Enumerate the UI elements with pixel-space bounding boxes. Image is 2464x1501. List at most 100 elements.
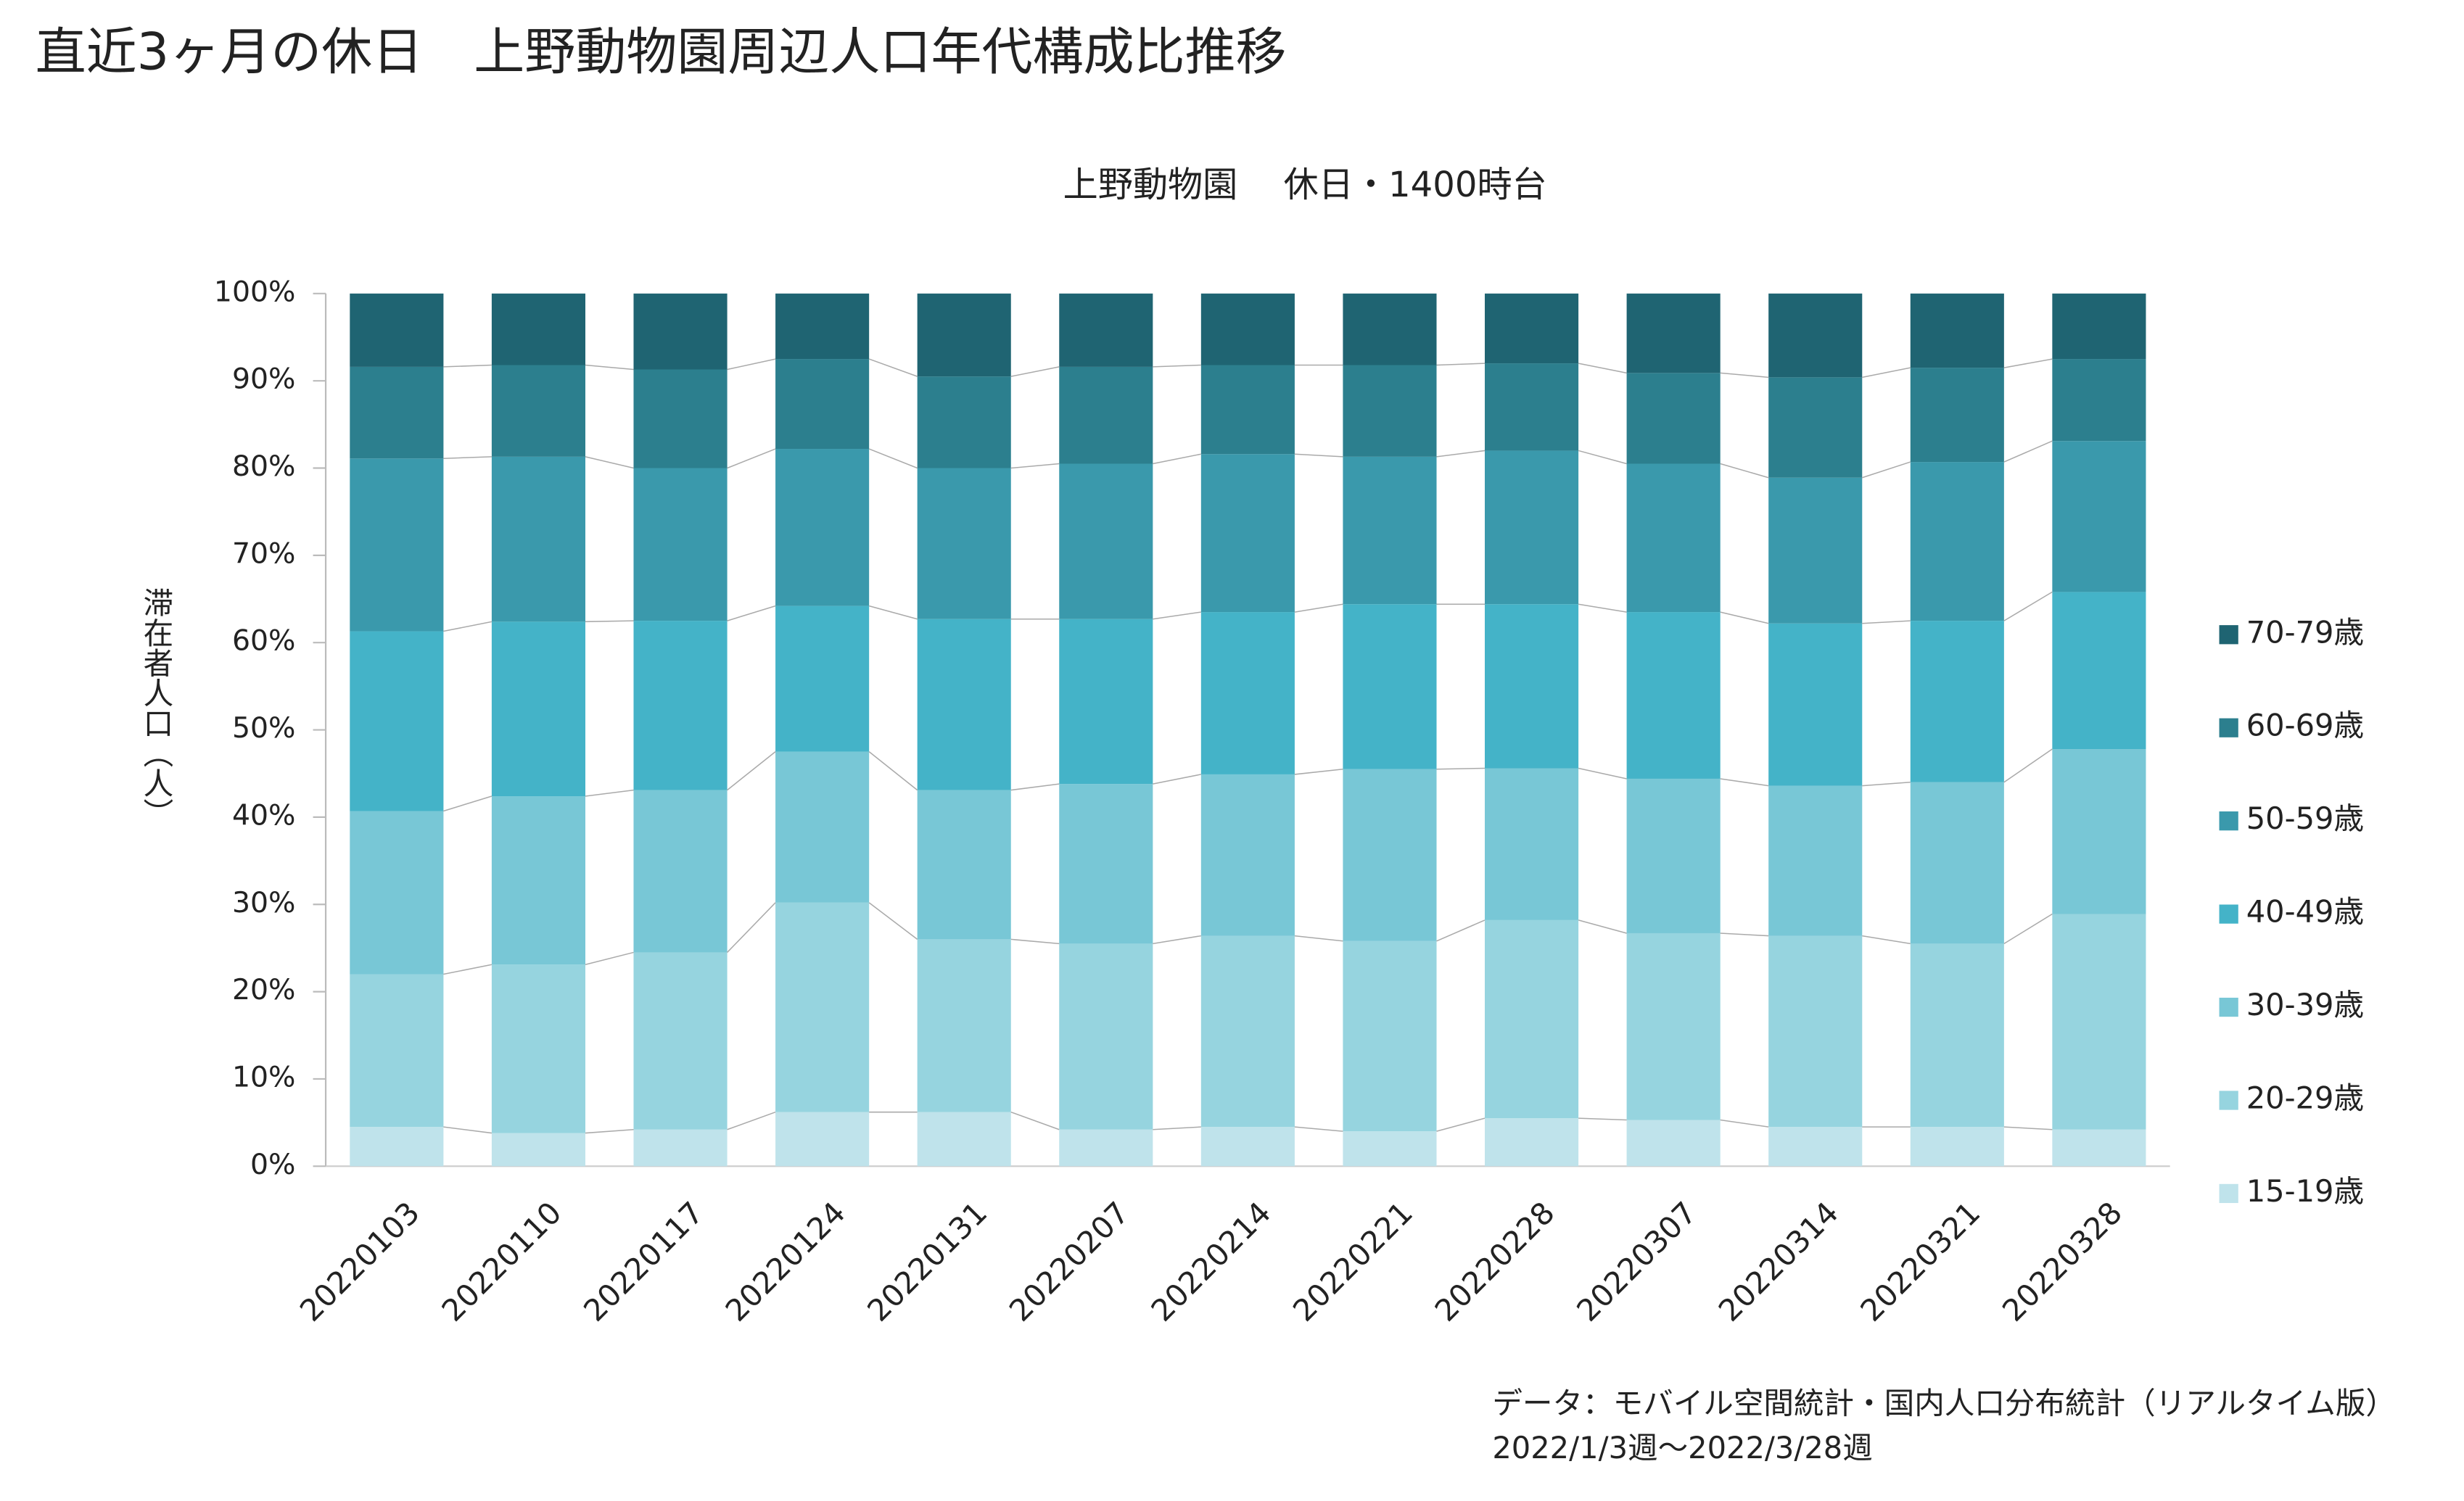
bar-segment [917, 376, 1011, 468]
series-line [1010, 366, 1060, 377]
bar-segment [775, 359, 870, 450]
bar-segment [2052, 749, 2146, 914]
series-line [443, 364, 492, 368]
bar-segment [350, 458, 444, 632]
bar-segment [1485, 293, 1579, 364]
bar-segment [2052, 293, 2146, 360]
bar-segment [1626, 612, 1721, 779]
y-tick-label: 80% [232, 450, 296, 483]
bar-segment [2052, 441, 2146, 592]
bar-segment [350, 974, 444, 1128]
series-line [1862, 620, 1911, 624]
bar-segment [1485, 768, 1579, 920]
series-line [727, 448, 776, 469]
x-tick-label: 20220307 [1570, 1195, 1703, 1328]
bar-segment [1485, 604, 1579, 769]
y-tick-label: 40% [232, 798, 296, 832]
series-line [2003, 1126, 2053, 1130]
series-line [1862, 781, 1911, 787]
legend-label: 15-19歳 [2246, 1173, 2364, 1209]
bar-segment [1910, 293, 2004, 368]
legend-label: 70-79歳 [2246, 614, 2364, 650]
legend-swatch [2219, 718, 2238, 737]
bar-segment [1343, 365, 1437, 457]
legend-label: 20-29歳 [2246, 1080, 2364, 1115]
series-line [1720, 463, 1769, 479]
series-line [1578, 1117, 1627, 1121]
bar-segment [1059, 784, 1153, 944]
x-tick-label: 20220207 [1002, 1195, 1136, 1328]
series-line [1153, 453, 1201, 465]
bar-segment [1059, 463, 1153, 619]
y-tick-label: 50% [232, 711, 296, 745]
series-line [1578, 767, 1627, 780]
bar-segment [491, 964, 585, 1133]
series-line [585, 456, 634, 469]
bar-segment [1343, 456, 1437, 605]
bar-segment [1059, 366, 1153, 464]
bar-segment [1626, 293, 1721, 373]
y-tick-label: 20% [232, 973, 296, 1006]
series-line [1294, 1126, 1343, 1132]
bar-segment [1768, 293, 1863, 378]
bar-segment [1910, 943, 2004, 1128]
series-line [443, 456, 492, 460]
series-line [1294, 603, 1343, 613]
bar-segment [491, 796, 585, 965]
series-line [1153, 935, 1201, 945]
bar-segment [1626, 1120, 1721, 1167]
x-tick-label: 20220131 [860, 1195, 994, 1328]
bar-segment [1485, 450, 1579, 605]
bar-segment [1059, 293, 1153, 367]
bar-segment [775, 1112, 870, 1167]
legend-label: 50-59歳 [2246, 801, 2364, 836]
series-line [1294, 768, 1343, 775]
x-tick-label: 20220321 [1853, 1195, 1987, 1328]
bar-segment [633, 790, 728, 953]
bar-segment [1059, 943, 1153, 1130]
bar-segment [1910, 1127, 2004, 1167]
legend-swatch [2219, 1183, 2238, 1204]
legend-swatch [2219, 625, 2238, 645]
bar-segment [1626, 373, 1721, 464]
bar-segment [1910, 782, 2004, 944]
bar-segment [350, 811, 444, 975]
bar-segment [350, 1127, 444, 1167]
x-tick-label: 20220214 [1144, 1195, 1277, 1328]
bar-segment [1343, 769, 1437, 941]
bar-segment [917, 939, 1011, 1112]
legend-label: 40-49歳 [2246, 894, 2364, 930]
series-line [1578, 363, 1627, 374]
x-tick-label: 20220228 [1427, 1195, 1561, 1328]
series-line [443, 1126, 492, 1134]
legend-swatch [2219, 1091, 2238, 1110]
series-line [1862, 367, 1911, 379]
series-line [1010, 463, 1060, 469]
series-line [585, 1128, 634, 1134]
series-line [1153, 364, 1201, 368]
bar-segment [1626, 778, 1721, 933]
series-line [868, 902, 918, 940]
bar-segment [775, 293, 870, 360]
series-line [1010, 1111, 1060, 1130]
legend-swatch [2219, 997, 2238, 1017]
bar-segment [1910, 368, 2004, 463]
bar-segment [1910, 462, 2004, 621]
bar-segment [491, 365, 585, 457]
y-tick-label: 90% [232, 363, 296, 396]
series-line [2003, 748, 2053, 783]
series-line [585, 951, 634, 966]
bar-segment [491, 293, 585, 365]
series-line [443, 795, 493, 812]
series-line [727, 605, 776, 621]
bar-segment [1200, 612, 1295, 774]
bar-segment [1343, 604, 1437, 769]
series-line [1436, 450, 1486, 458]
bar-segment [1200, 935, 1295, 1128]
bar-segment [350, 631, 444, 811]
bar-segment [633, 369, 728, 468]
bar-segment [1343, 293, 1437, 365]
bar-segment [1910, 621, 2004, 782]
bar-segment [633, 621, 728, 790]
series-line [1294, 453, 1343, 458]
